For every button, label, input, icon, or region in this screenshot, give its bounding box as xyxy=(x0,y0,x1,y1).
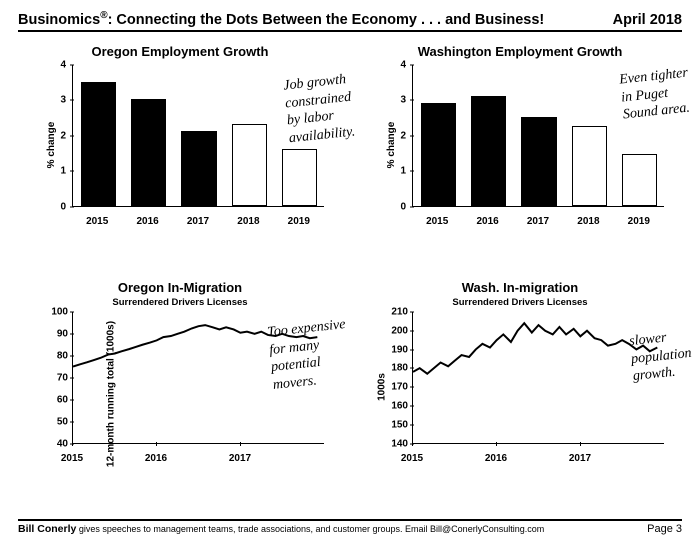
y-tick-label: 170 xyxy=(390,382,408,393)
bar xyxy=(131,99,166,206)
x-tick-label: 2015 xyxy=(61,453,83,464)
y-axis-label: % change xyxy=(386,121,397,168)
x-tick-label: 2019 xyxy=(288,216,310,227)
x-tick-label: 2017 xyxy=(569,453,591,464)
y-tick-label: 3 xyxy=(392,95,406,106)
bar xyxy=(521,117,556,206)
x-tick-label: 2017 xyxy=(187,216,209,227)
y-tick-label: 60 xyxy=(50,394,68,405)
y-tick-label: 210 xyxy=(390,306,408,317)
y-tick-label: 2 xyxy=(52,130,66,141)
chart-title: Washington Employment Growth xyxy=(358,44,682,59)
y-tick-label: 150 xyxy=(390,419,408,430)
bar xyxy=(572,126,607,206)
bar xyxy=(622,154,657,205)
y-tick-label: 160 xyxy=(390,401,408,412)
bar xyxy=(282,149,317,206)
y-tick-label: 200 xyxy=(390,325,408,336)
bar xyxy=(471,96,506,206)
bar xyxy=(232,124,267,206)
x-tick-label: 2015 xyxy=(401,453,423,464)
panel-washington-employment: Washington Employment Growth % change 0 1… xyxy=(358,44,682,258)
chart-title: Oregon Employment Growth xyxy=(18,44,342,59)
x-tick-label: 2015 xyxy=(86,216,108,227)
footer-left: Bill Conerly gives speeches to managemen… xyxy=(18,523,544,535)
footer-author: Bill Conerly xyxy=(18,523,76,535)
footer-page-number: Page 3 xyxy=(647,523,682,535)
y-tick-label: 40 xyxy=(50,438,68,449)
handwritten-annotation: slower population growth. xyxy=(629,327,695,386)
y-tick-label: 50 xyxy=(50,416,68,427)
bar xyxy=(421,103,456,206)
y-tick-label: 100 xyxy=(50,306,68,317)
y-tick-label: 90 xyxy=(50,328,68,339)
page-header: Businomics®: Connecting the Dots Between… xyxy=(18,10,682,32)
y-tick-label: 180 xyxy=(390,363,408,374)
panel-oregon-migration: Oregon In-Migration Surrendered Drivers … xyxy=(18,280,342,494)
y-tick-label: 3 xyxy=(52,95,66,106)
y-tick-label: 70 xyxy=(50,372,68,383)
y-axis-label: % change xyxy=(46,121,57,168)
x-tick-label: 2016 xyxy=(136,216,158,227)
plot-area xyxy=(412,312,664,444)
chart-grid: Oregon Employment Growth % change 0 1 2 3 4 2… xyxy=(18,44,682,494)
y-tick-label: 0 xyxy=(392,201,406,212)
handwritten-annotation: Job growth constrained by labor availabi… xyxy=(282,71,355,148)
y-tick-label: 1 xyxy=(52,166,66,177)
y-tick-label: 2 xyxy=(392,130,406,141)
y-tick-label: 1 xyxy=(392,166,406,177)
panel-oregon-employment: Oregon Employment Growth % change 0 1 2 3 4 2… xyxy=(18,44,342,258)
bar xyxy=(81,82,116,206)
x-tick-label: 2019 xyxy=(628,216,650,227)
x-tick-label: 2017 xyxy=(229,453,251,464)
panel-washington-migration: Wash. In-migration Surrendered Drivers L… xyxy=(358,280,682,494)
registered-mark: ® xyxy=(100,10,107,21)
y-tick-label: 4 xyxy=(392,59,406,70)
y-tick-label: 140 xyxy=(390,438,408,449)
chart-title: Wash. In-migration xyxy=(358,280,682,295)
y-tick-label: 80 xyxy=(50,350,68,361)
y-tick-label: 0 xyxy=(52,201,66,212)
line-path xyxy=(413,312,664,443)
x-tick-label: 2018 xyxy=(237,216,259,227)
footer-blurb: gives speeches to management teams, trad… xyxy=(76,524,544,534)
x-tick-label: 2016 xyxy=(476,216,498,227)
y-tick-label: 190 xyxy=(390,344,408,355)
x-tick-label: 2016 xyxy=(485,453,507,464)
y-tick-label: 4 xyxy=(52,59,66,70)
x-tick-label: 2017 xyxy=(527,216,549,227)
chart-title: Oregon In-Migration xyxy=(18,280,342,295)
x-tick-label: 2015 xyxy=(426,216,448,227)
bar xyxy=(181,131,216,206)
handwritten-annotation: Too expensive for many potential movers. xyxy=(266,316,351,394)
handwritten-annotation: Even tighter in Puget Sound area. xyxy=(619,64,693,123)
header-title-prefix: Businomics xyxy=(18,12,100,28)
header-date: April 2018 xyxy=(613,12,682,28)
page-footer: Bill Conerly gives speeches to managemen… xyxy=(18,519,682,535)
header-title-suffix: : Connecting the Dots Between the Econom… xyxy=(108,12,545,28)
x-tick-label: 2018 xyxy=(577,216,599,227)
y-axis-label: 1000s xyxy=(376,373,387,401)
x-tick-label: 2016 xyxy=(145,453,167,464)
header-title: Businomics®: Connecting the Dots Between… xyxy=(18,10,544,28)
